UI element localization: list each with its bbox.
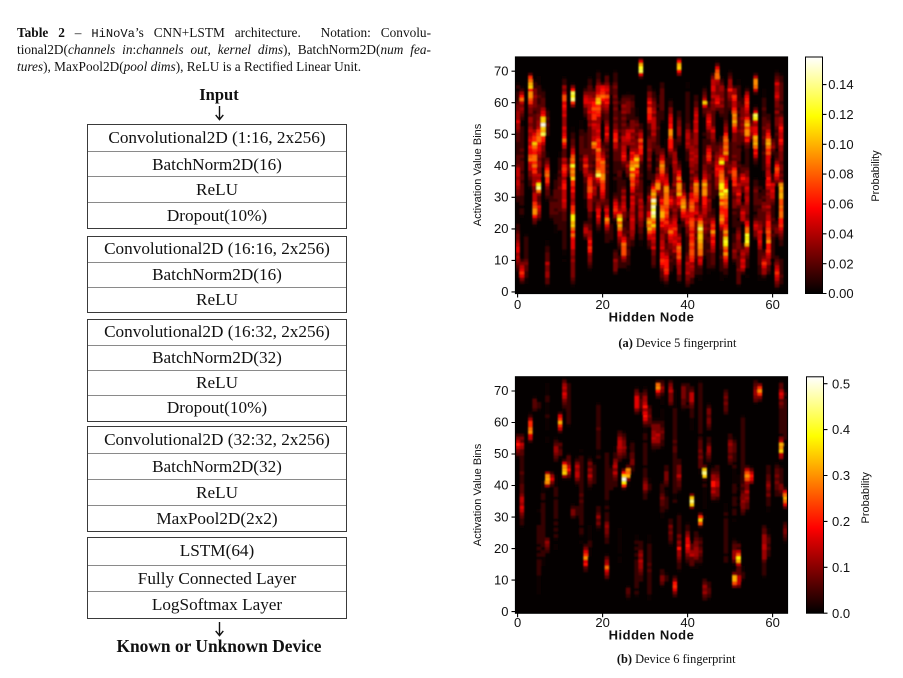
- svg-text:40: 40: [680, 297, 694, 312]
- svg-text:0: 0: [501, 604, 508, 619]
- svg-text:0.08: 0.08: [828, 167, 853, 182]
- svg-text:0: 0: [514, 615, 521, 630]
- svg-text:Probability: Probability: [870, 150, 882, 202]
- svg-text:0: 0: [514, 297, 521, 312]
- svg-text:20: 20: [494, 541, 508, 556]
- svg-text:50: 50: [494, 127, 508, 142]
- svg-text:60: 60: [765, 297, 779, 312]
- svg-text:40: 40: [494, 158, 508, 173]
- svg-text:60: 60: [494, 95, 508, 110]
- svg-text:0.12: 0.12: [828, 107, 853, 122]
- svg-text:60: 60: [765, 615, 779, 630]
- svg-text:0.1: 0.1: [832, 560, 850, 575]
- svg-text:0.4: 0.4: [832, 422, 850, 437]
- svg-text:Activation Value Bins: Activation Value Bins: [472, 123, 484, 226]
- svg-text:0.2: 0.2: [832, 514, 850, 529]
- svg-text:0.04: 0.04: [828, 226, 853, 241]
- svg-text:20: 20: [595, 297, 609, 312]
- svg-text:10: 10: [494, 253, 508, 268]
- svg-text:0.14: 0.14: [828, 77, 853, 92]
- svg-text:0.5: 0.5: [832, 376, 850, 391]
- svg-text:Activation Value Bins: Activation Value Bins: [472, 443, 484, 546]
- svg-text:Hidden Node: Hidden Node: [609, 627, 695, 642]
- svg-text:0.3: 0.3: [832, 468, 850, 483]
- svg-text:60: 60: [494, 415, 508, 430]
- svg-text:Hidden Node: Hidden Node: [609, 310, 695, 325]
- svg-text:20: 20: [494, 221, 508, 236]
- svg-text:Probability: Probability: [860, 472, 872, 524]
- svg-text:50: 50: [494, 446, 508, 461]
- svg-text:30: 30: [494, 509, 508, 524]
- svg-text:40: 40: [494, 478, 508, 493]
- svg-text:70: 70: [494, 383, 508, 398]
- svg-text:0.00: 0.00: [828, 286, 853, 301]
- svg-text:0.06: 0.06: [828, 197, 853, 212]
- svg-text:40: 40: [680, 615, 694, 630]
- svg-text:0.0: 0.0: [832, 606, 850, 621]
- svg-text:0.02: 0.02: [828, 256, 853, 271]
- svg-text:0: 0: [501, 284, 508, 299]
- svg-text:0.10: 0.10: [828, 137, 853, 152]
- svg-text:10: 10: [494, 572, 508, 587]
- svg-text:20: 20: [595, 615, 609, 630]
- svg-text:30: 30: [494, 190, 508, 205]
- svg-text:70: 70: [494, 63, 508, 78]
